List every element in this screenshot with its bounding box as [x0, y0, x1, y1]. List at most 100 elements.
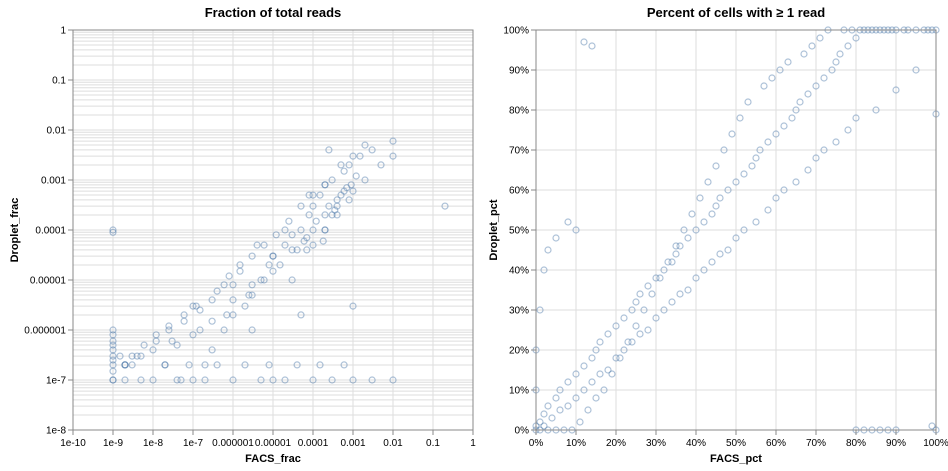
right-scatter-point: [608, 370, 616, 378]
left-scatter-point: [177, 376, 185, 384]
right-x-axis: 0% 10% 20% 30% 40% 50% 60% 70% 80% 90% 100%: [529, 430, 948, 449]
right-scatter-point: [832, 58, 840, 66]
left-scatter-point: [236, 267, 244, 275]
right-scatter-point: [680, 226, 688, 234]
right-y-tick-label: 60%: [509, 186, 529, 197]
left-scatter-point: [285, 217, 293, 225]
left-scatter-point: [441, 202, 449, 210]
right-scatter-point: [580, 362, 588, 370]
left-x-tick-label: 0.00001: [255, 438, 292, 449]
left-scatter-point: [305, 211, 313, 219]
left-x-tick-label: 1e-9: [103, 438, 123, 449]
left-scatter-point: [352, 172, 360, 180]
left-scatter-point: [208, 346, 216, 354]
right-scatter-point: [652, 314, 660, 322]
right-scatter-point: [564, 402, 572, 410]
left-scatter-point: [303, 234, 311, 242]
right-scatter-point: [656, 274, 664, 282]
right-scatter-point: [836, 50, 844, 58]
left-scatter-point: [389, 137, 397, 145]
right-scatter-point: [700, 218, 708, 226]
right-scatter-point: [752, 218, 760, 226]
left-scatter-point: [297, 202, 305, 210]
right-scatter-point: [732, 234, 740, 242]
right-scatter-point: [708, 210, 716, 218]
left-scatter-point: [337, 191, 345, 199]
left-scatter-point: [309, 376, 317, 384]
left-scatter-point: [180, 317, 188, 325]
right-scatter-point: [812, 154, 820, 162]
right-y-axis-title: Droplet_pct: [488, 199, 500, 260]
right-scatter-point: [764, 138, 772, 146]
right-panel: 0% 10% 20% 30% 40% 50% 60% 70% 80% 90% 100% 0% 10% 2…: [488, 5, 948, 465]
left-scatter-point: [165, 322, 173, 330]
left-scatter-point: [248, 326, 256, 334]
left-scatter-point: [260, 241, 268, 249]
right-scatter-point: [720, 146, 728, 154]
left-scatter-point: [180, 311, 188, 319]
left-scatter-point: [328, 211, 336, 219]
left-scatter-point: [241, 361, 249, 369]
right-scatter-point: [668, 298, 676, 306]
left-scatter-point: [300, 237, 308, 245]
left-scatter-point: [343, 184, 351, 192]
left-scatter-point: [109, 376, 117, 384]
right-scatter-point: [784, 58, 792, 66]
left-y-tick-label: 1: [60, 26, 66, 37]
left-scatter-point: [269, 252, 277, 260]
right-scatter-point: [572, 394, 580, 402]
left-scatter-point: [168, 337, 176, 345]
left-scatter-point: [109, 331, 117, 339]
left-scatter-point: [265, 261, 273, 269]
left-scatter-point: [161, 361, 169, 369]
left-x-tick-label: 1: [470, 438, 476, 449]
left-scatter-point: [189, 376, 197, 384]
left-scatter-point: [196, 306, 204, 314]
left-scatter-point: [309, 226, 317, 234]
left-scatter-point: [189, 302, 197, 310]
left-y-tick-label: 1e-7: [46, 376, 66, 387]
right-scatter-point: [772, 130, 780, 138]
right-scatter-point: [544, 246, 552, 254]
left-x-tick-label: 0.1: [426, 438, 440, 449]
left-scatter-point: [161, 361, 169, 369]
right-scatter-point: [596, 338, 604, 346]
right-scatter-point: [692, 226, 700, 234]
left-scatter-point: [189, 331, 197, 339]
right-scatter-point: [732, 178, 740, 186]
left-scatter-point: [248, 281, 256, 289]
left-scatter-point: [121, 361, 129, 369]
left-y-axis: 1e-8 1e-7 0.000001 0.00001 0.0001 0.001 0.01 0.…: [24, 26, 73, 437]
right-scatter-point: [640, 306, 648, 314]
left-x-tick-label: 1e-8: [143, 438, 163, 449]
right-gridlines: [535, 29, 937, 431]
right-y-tick-label: 70%: [509, 146, 529, 157]
right-scatter-point: [788, 114, 796, 122]
right-scatter-point: [540, 266, 548, 274]
right-y-tick-label: 0%: [515, 426, 530, 437]
right-scatter-point: [552, 234, 560, 242]
right-scatter-point: [792, 106, 800, 114]
left-scatter-point: [229, 311, 237, 319]
right-scatter-point: [604, 366, 612, 374]
left-scatter-point: [260, 276, 268, 284]
right-scatter-point: [604, 330, 612, 338]
left-scatter-point: [223, 311, 231, 319]
right-scatter-point: [628, 306, 636, 314]
right-scatter-point: [872, 106, 880, 114]
left-scatter-point: [213, 287, 221, 295]
left-scatter-point: [192, 302, 200, 310]
left-scatter-point: [272, 231, 280, 239]
left-scatter-point: [109, 341, 117, 349]
right-scatter-point: [644, 282, 652, 290]
right-scatter-point: [552, 394, 560, 402]
left-scatter-point: [356, 152, 364, 160]
left-scatter-point: [253, 241, 261, 249]
right-scatter-point: [704, 178, 712, 186]
left-scatter-point: [309, 191, 317, 199]
left-scatter-point: [319, 237, 327, 245]
left-scatter-point: [265, 361, 273, 369]
left-scatter-point: [257, 376, 265, 384]
left-scatter-point: [116, 352, 124, 360]
right-scatter-point: [668, 258, 676, 266]
